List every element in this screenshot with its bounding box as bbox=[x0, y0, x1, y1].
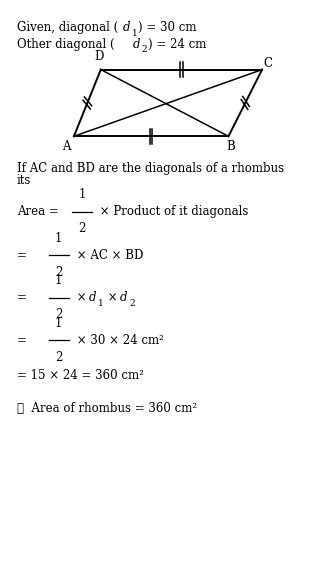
Text: 2: 2 bbox=[55, 351, 62, 364]
Text: C: C bbox=[263, 57, 272, 70]
Text: B: B bbox=[226, 140, 235, 153]
Text: 2: 2 bbox=[55, 308, 62, 321]
Text: 1: 1 bbox=[55, 317, 62, 330]
Text: d: d bbox=[89, 291, 96, 304]
Text: = 15 × 24 = 360 cm²: = 15 × 24 = 360 cm² bbox=[17, 369, 144, 382]
Text: 1: 1 bbox=[55, 274, 62, 287]
Text: ∴  Area of rhombus = 360 cm²: ∴ Area of rhombus = 360 cm² bbox=[17, 403, 197, 415]
Text: If AC and BD are the diagonals of a rhombus: If AC and BD are the diagonals of a rhom… bbox=[17, 162, 284, 175]
Text: =: = bbox=[17, 334, 27, 347]
Text: d: d bbox=[120, 291, 127, 304]
Text: 1: 1 bbox=[132, 29, 137, 38]
Text: its: its bbox=[17, 175, 31, 187]
Text: 1: 1 bbox=[98, 299, 104, 308]
Text: d: d bbox=[133, 38, 140, 50]
Text: 2: 2 bbox=[142, 45, 148, 55]
Text: =: = bbox=[17, 249, 27, 262]
Text: 2: 2 bbox=[55, 266, 62, 278]
Text: × 30 × 24 cm²: × 30 × 24 cm² bbox=[73, 334, 164, 347]
Text: Given, diagonal (: Given, diagonal ( bbox=[17, 21, 118, 34]
Text: ) = 30 cm: ) = 30 cm bbox=[138, 21, 196, 34]
Text: D: D bbox=[94, 50, 103, 63]
Text: ×: × bbox=[73, 291, 90, 304]
Text: Other diagonal (: Other diagonal ( bbox=[17, 38, 115, 50]
Text: A: A bbox=[62, 140, 71, 153]
Text: × AC × BD: × AC × BD bbox=[73, 249, 143, 262]
Text: d: d bbox=[123, 21, 130, 34]
Text: 1: 1 bbox=[79, 188, 86, 201]
Text: 2: 2 bbox=[129, 299, 135, 308]
Text: Area =: Area = bbox=[17, 205, 62, 218]
Text: 2: 2 bbox=[79, 222, 86, 235]
Text: ×: × bbox=[104, 291, 122, 304]
Text: × Product of it diagonals: × Product of it diagonals bbox=[96, 205, 249, 218]
Text: 1: 1 bbox=[55, 232, 62, 245]
Text: ) = 24 cm: ) = 24 cm bbox=[148, 38, 206, 50]
Text: =: = bbox=[17, 291, 27, 304]
